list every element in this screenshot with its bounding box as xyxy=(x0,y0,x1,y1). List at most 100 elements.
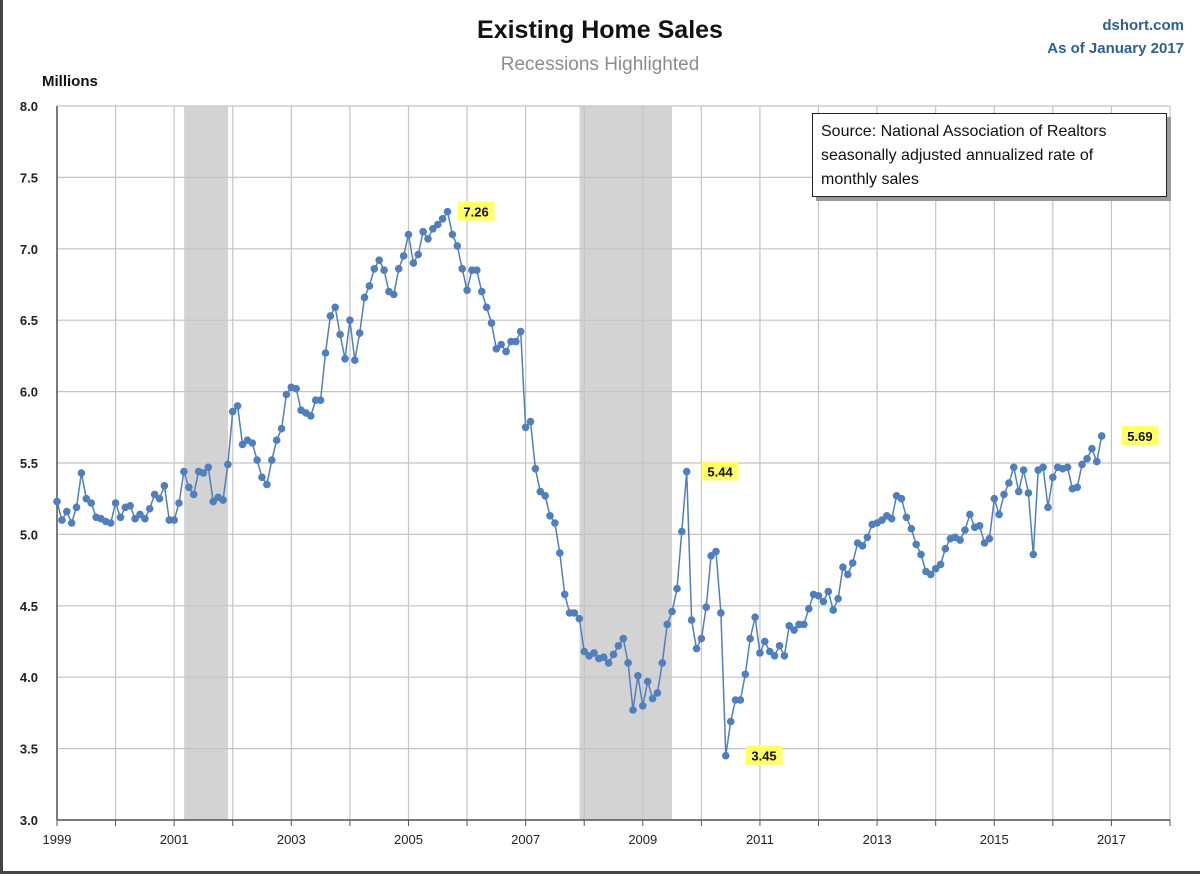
data-point xyxy=(111,499,120,507)
data-point xyxy=(277,424,286,433)
data-point xyxy=(907,524,916,533)
chart-subtitle: Recessions Highlighted xyxy=(500,54,700,75)
data-point xyxy=(1005,479,1013,487)
data-point xyxy=(1063,463,1072,472)
brand-site[interactable]: dshort.com xyxy=(1102,17,1184,34)
data-point xyxy=(321,349,330,357)
data-point xyxy=(736,696,745,704)
data-point xyxy=(805,604,813,613)
data-point xyxy=(1083,454,1091,463)
data-point xyxy=(863,533,872,542)
callout-label-1: 7.26 xyxy=(463,205,488,220)
data-point xyxy=(790,626,798,634)
data-point xyxy=(155,494,164,503)
data-point xyxy=(1088,444,1096,453)
data-point xyxy=(512,337,520,346)
data-point xyxy=(434,220,442,229)
data-point xyxy=(341,355,349,363)
source-note-line-3: monthly sales xyxy=(821,171,919,188)
data-point xyxy=(785,622,793,630)
data-point xyxy=(263,480,271,489)
callout-bg-2 xyxy=(701,461,739,481)
source-note-line-1: Source: National Association of Realtors xyxy=(821,123,1107,140)
data-point xyxy=(824,587,833,596)
data-point xyxy=(814,592,823,600)
brand-block: dshort.com As of January 2017 xyxy=(1047,14,1184,60)
data-point xyxy=(756,649,764,657)
data-point xyxy=(365,282,374,290)
callout-bg-4 xyxy=(1121,425,1159,445)
data-point xyxy=(848,559,857,567)
data-point xyxy=(995,510,1003,519)
data-point xyxy=(414,250,423,259)
x-tick-label: 2017 xyxy=(1097,832,1126,847)
data-point xyxy=(927,570,935,579)
data-point xyxy=(189,490,198,499)
data-point xyxy=(966,510,974,519)
data-point xyxy=(575,614,584,623)
data-point xyxy=(839,563,847,571)
data-point xyxy=(697,634,706,643)
source-note-box: Source: National Association of Realtors… xyxy=(812,113,1167,197)
data-point xyxy=(516,327,525,336)
data-point xyxy=(228,407,237,416)
data-point xyxy=(580,647,588,656)
data-point xyxy=(668,607,676,616)
data-point xyxy=(272,436,281,445)
callout-label-4: 5.69 xyxy=(1127,429,1152,444)
data-point xyxy=(1024,489,1033,497)
data-point xyxy=(429,225,437,233)
data-point xyxy=(531,464,540,473)
data-point xyxy=(590,649,598,657)
y-tick-label: 5.0 xyxy=(20,527,38,542)
data-point xyxy=(82,494,91,503)
data-point xyxy=(336,330,344,339)
data-point xyxy=(268,456,276,464)
data-point xyxy=(634,672,642,680)
x-tick-label: 2005 xyxy=(394,832,423,847)
x-tick-label: 2015 xyxy=(980,832,1009,847)
data-point xyxy=(541,492,549,500)
data-point xyxy=(180,467,188,476)
data-point xyxy=(692,644,701,653)
data-point xyxy=(775,642,784,650)
data-point xyxy=(253,456,261,464)
data-point xyxy=(106,519,115,527)
data-point xyxy=(141,514,149,523)
data-point xyxy=(443,207,452,216)
data-point xyxy=(477,287,486,296)
data-point xyxy=(63,507,71,516)
data-point xyxy=(609,650,618,659)
data-point xyxy=(712,547,720,556)
data-point xyxy=(902,513,911,522)
data-point xyxy=(980,539,989,547)
data-point xyxy=(399,252,408,260)
data-point xyxy=(248,439,257,447)
data-point xyxy=(390,290,398,299)
data-point xyxy=(936,560,945,569)
data-point xyxy=(521,423,530,432)
data-point xyxy=(1019,466,1028,474)
data-point xyxy=(765,647,774,656)
data-point xyxy=(409,259,418,267)
data-point xyxy=(687,616,696,624)
data-point xyxy=(1029,550,1038,559)
data-point xyxy=(77,469,86,477)
data-point xyxy=(717,609,725,617)
data-point xyxy=(1078,460,1086,469)
data-point xyxy=(819,597,828,606)
data-point xyxy=(87,499,95,507)
data-point xyxy=(643,677,652,686)
data-point xyxy=(1039,463,1047,472)
data-point xyxy=(131,514,139,523)
y-tick-label: 7.5 xyxy=(20,170,38,185)
data-point xyxy=(53,497,61,506)
data-point xyxy=(1044,503,1052,512)
x-tick-label: 2001 xyxy=(160,832,189,847)
data-point xyxy=(878,516,886,524)
data-point xyxy=(956,536,964,544)
data-point xyxy=(331,303,340,312)
data-point xyxy=(619,634,628,643)
data-point xyxy=(556,549,564,557)
data-point xyxy=(282,390,291,399)
